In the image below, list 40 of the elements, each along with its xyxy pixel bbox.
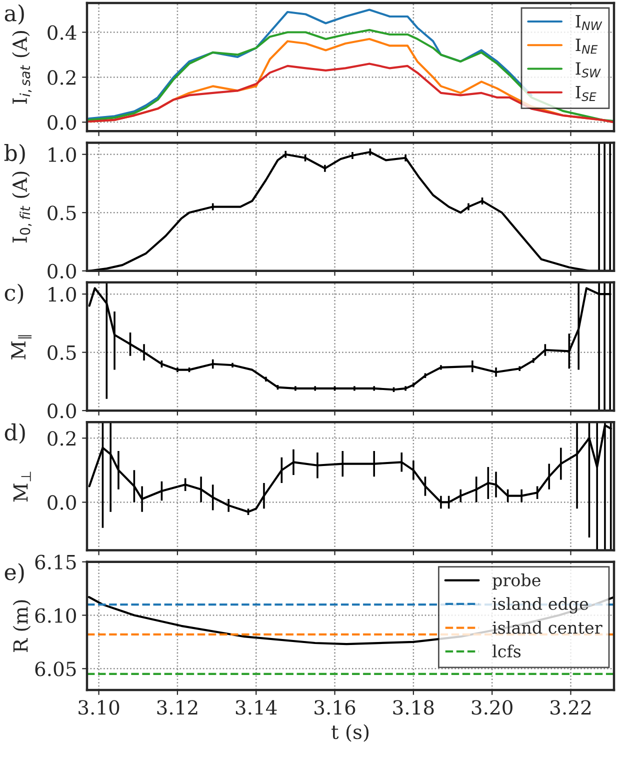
y-axis-title: I$_{i,sat}$ (A): [12, 31, 32, 104]
text: b): [4, 144, 25, 164]
legend-label: I$_{NW}$: [576, 15, 602, 30]
text: e): [4, 563, 24, 584]
x-tick-label: 3.12: [157, 700, 198, 715]
x-tick-label: 3.14: [236, 700, 277, 715]
y-tick-label: 0.0: [48, 264, 76, 279]
ref-line-label: island edge: [492, 597, 588, 614]
y-tick-label: 0.2: [48, 431, 76, 446]
y-tick-label: 0.5: [48, 345, 76, 360]
x-tick-label: 3.16: [314, 700, 356, 715]
y-tick-label: 1.0: [48, 287, 76, 302]
legend-label: lcfs: [492, 644, 521, 658]
y-axis-title: M$_{⊥}$: [13, 472, 31, 502]
y-tick-label: 6.10: [35, 608, 76, 623]
y-tick-label: 6.15: [35, 554, 76, 570]
y-tick-label: 1.0: [48, 147, 76, 162]
text: a): [4, 4, 24, 25]
text: c): [4, 284, 24, 304]
y-tick-label: 0.0: [48, 404, 76, 418]
y-tick-label: 0.0: [48, 495, 76, 510]
y-tick-label: 0.0: [48, 115, 76, 130]
legend-label: I$_{NE}$: [576, 38, 598, 54]
text: d): [4, 423, 25, 444]
y-tick-label: 6.05: [35, 662, 76, 676]
x-tick-label: 3.10: [78, 700, 120, 715]
legend-label: probe: [492, 573, 540, 590]
legend-label: I$_{SE}$: [576, 86, 596, 102]
y-axis-title: R (m): [12, 600, 31, 652]
y-tick-label: 0.4: [48, 25, 76, 40]
x-tick-label: 3.20: [472, 700, 512, 715]
y-tick-label: 0.5: [48, 206, 76, 220]
legend-label: I$_{SW}$: [576, 62, 601, 78]
y-tick-label: 0.2: [48, 70, 76, 85]
x-tick-label: 3.22: [550, 700, 590, 715]
y-axis-title: I$_{0,fit}$ (A): [12, 172, 32, 242]
y-axis-title: M$_{∥}$: [11, 335, 32, 360]
x-tick-label: 3.18: [393, 700, 434, 715]
ref-line-label: island center: [492, 620, 602, 634]
x-axis-title: t (s): [331, 724, 369, 742]
